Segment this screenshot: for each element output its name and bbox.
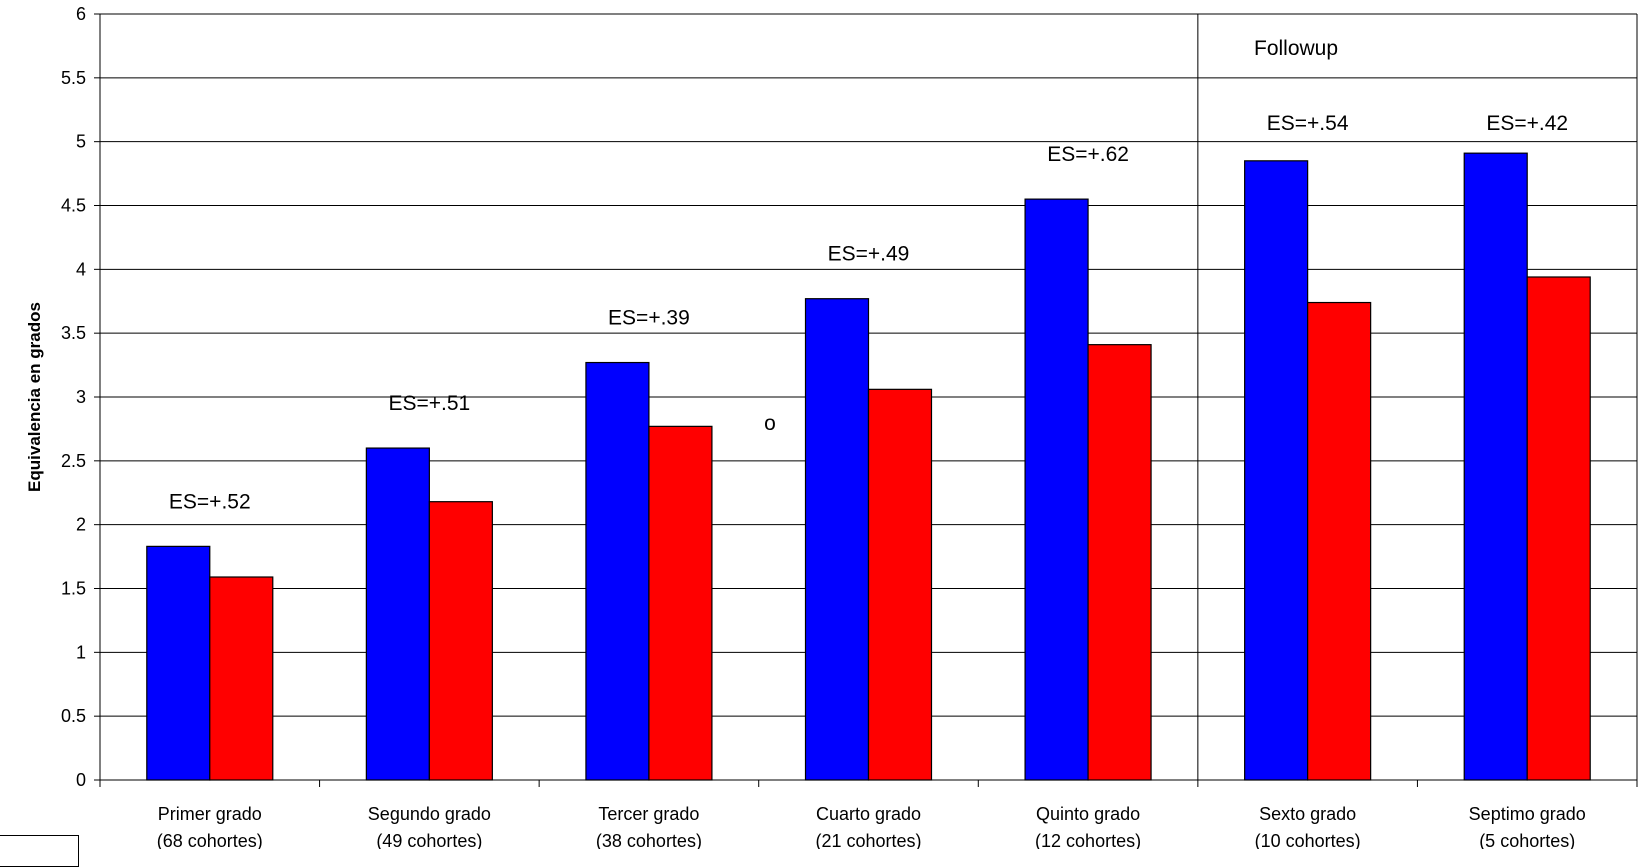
bar-blue: [804, 298, 870, 781]
y-tick-label: 2: [76, 515, 86, 535]
category-label: Tercer grado: [598, 804, 699, 824]
bar-chart: 0 0.5 1 1.5 2 2.5 3 3.5 4 4.5 5 5.5 6 Primer grado (6…: [25, 4, 1638, 849]
y-tick-label: 5: [76, 132, 86, 152]
y-tick-labels: 0 0.5 1 1.5 2 2.5 3 3.5 4 4.5 5 5.5 6: [61, 4, 86, 790]
y-tick-label: 0.5: [61, 706, 86, 726]
effect-size-labels: ES=+.52 ES=+.51 ES=+.39 ES=+.49 ES=+.62 ES=+.…: [169, 112, 1568, 513]
legend-box: [0, 835, 79, 867]
y-tick-label: 6: [76, 4, 86, 24]
bar-red: [209, 576, 274, 781]
y-tick-label: 4.5: [61, 196, 86, 216]
category-label: Septimo grado: [1469, 804, 1586, 824]
category-label: Cuarto grado: [816, 804, 921, 824]
bar-red: [648, 425, 713, 781]
bar-blue: [146, 545, 211, 781]
effect-size-label: ES=+.39: [608, 307, 690, 330]
category-sublabel: (21 cohortes): [815, 831, 921, 849]
effect-size-label: ES=+.49: [828, 243, 910, 266]
axes: [94, 13, 1638, 787]
y-tick-label: 2.5: [61, 451, 86, 471]
category-label: Segundo grado: [368, 804, 491, 824]
y-tick-label: 3.5: [61, 323, 86, 343]
category-labels: Primer grado (68 cohortes) Segundo grado (4…: [157, 804, 1586, 849]
bar-blue: [1244, 160, 1309, 781]
followup-label: Followup: [1254, 37, 1338, 60]
category-sublabel: (68 cohortes): [157, 831, 263, 849]
effect-size-label: ES=+.42: [1486, 112, 1568, 135]
category-sublabel: (10 cohortes): [1255, 831, 1361, 849]
y-axis-label: Equivalencia en grados: [25, 302, 44, 492]
bar-blue: [365, 447, 430, 781]
category-sublabel: (12 cohortes): [1035, 831, 1141, 849]
category-label: Sexto grado: [1259, 804, 1356, 824]
category-label: Primer grado: [158, 804, 262, 824]
y-tick-label: 0: [76, 770, 86, 790]
y-tick-label: 1: [76, 642, 86, 662]
bar-blue: [585, 361, 650, 781]
effect-size-label: ES=+.54: [1267, 112, 1349, 135]
bar-red: [867, 388, 933, 781]
bar-red: [1526, 276, 1591, 781]
category-sublabel: (38 cohortes): [596, 831, 702, 849]
stray-o-label: o: [764, 412, 776, 435]
category-sublabel: (49 cohortes): [376, 831, 482, 849]
y-tick-label: 1.5: [61, 579, 86, 599]
bar-red: [1307, 301, 1372, 781]
effect-size-label: ES=+.51: [388, 392, 470, 415]
effect-size-label: ES=+.62: [1047, 143, 1129, 166]
y-tick-label: 4: [76, 259, 86, 279]
bar-red: [428, 501, 493, 781]
category-label: Quinto grado: [1036, 804, 1140, 824]
effect-size-label: ES=+.52: [169, 490, 251, 513]
bar-blue: [1463, 152, 1528, 781]
bars: [146, 152, 1591, 781]
category-sublabel: (5 cohortes): [1479, 831, 1575, 849]
y-tick-label: 3: [76, 387, 86, 407]
bar-red: [1087, 344, 1152, 781]
y-tick-label: 5.5: [61, 68, 86, 88]
bar-blue: [1024, 198, 1089, 781]
